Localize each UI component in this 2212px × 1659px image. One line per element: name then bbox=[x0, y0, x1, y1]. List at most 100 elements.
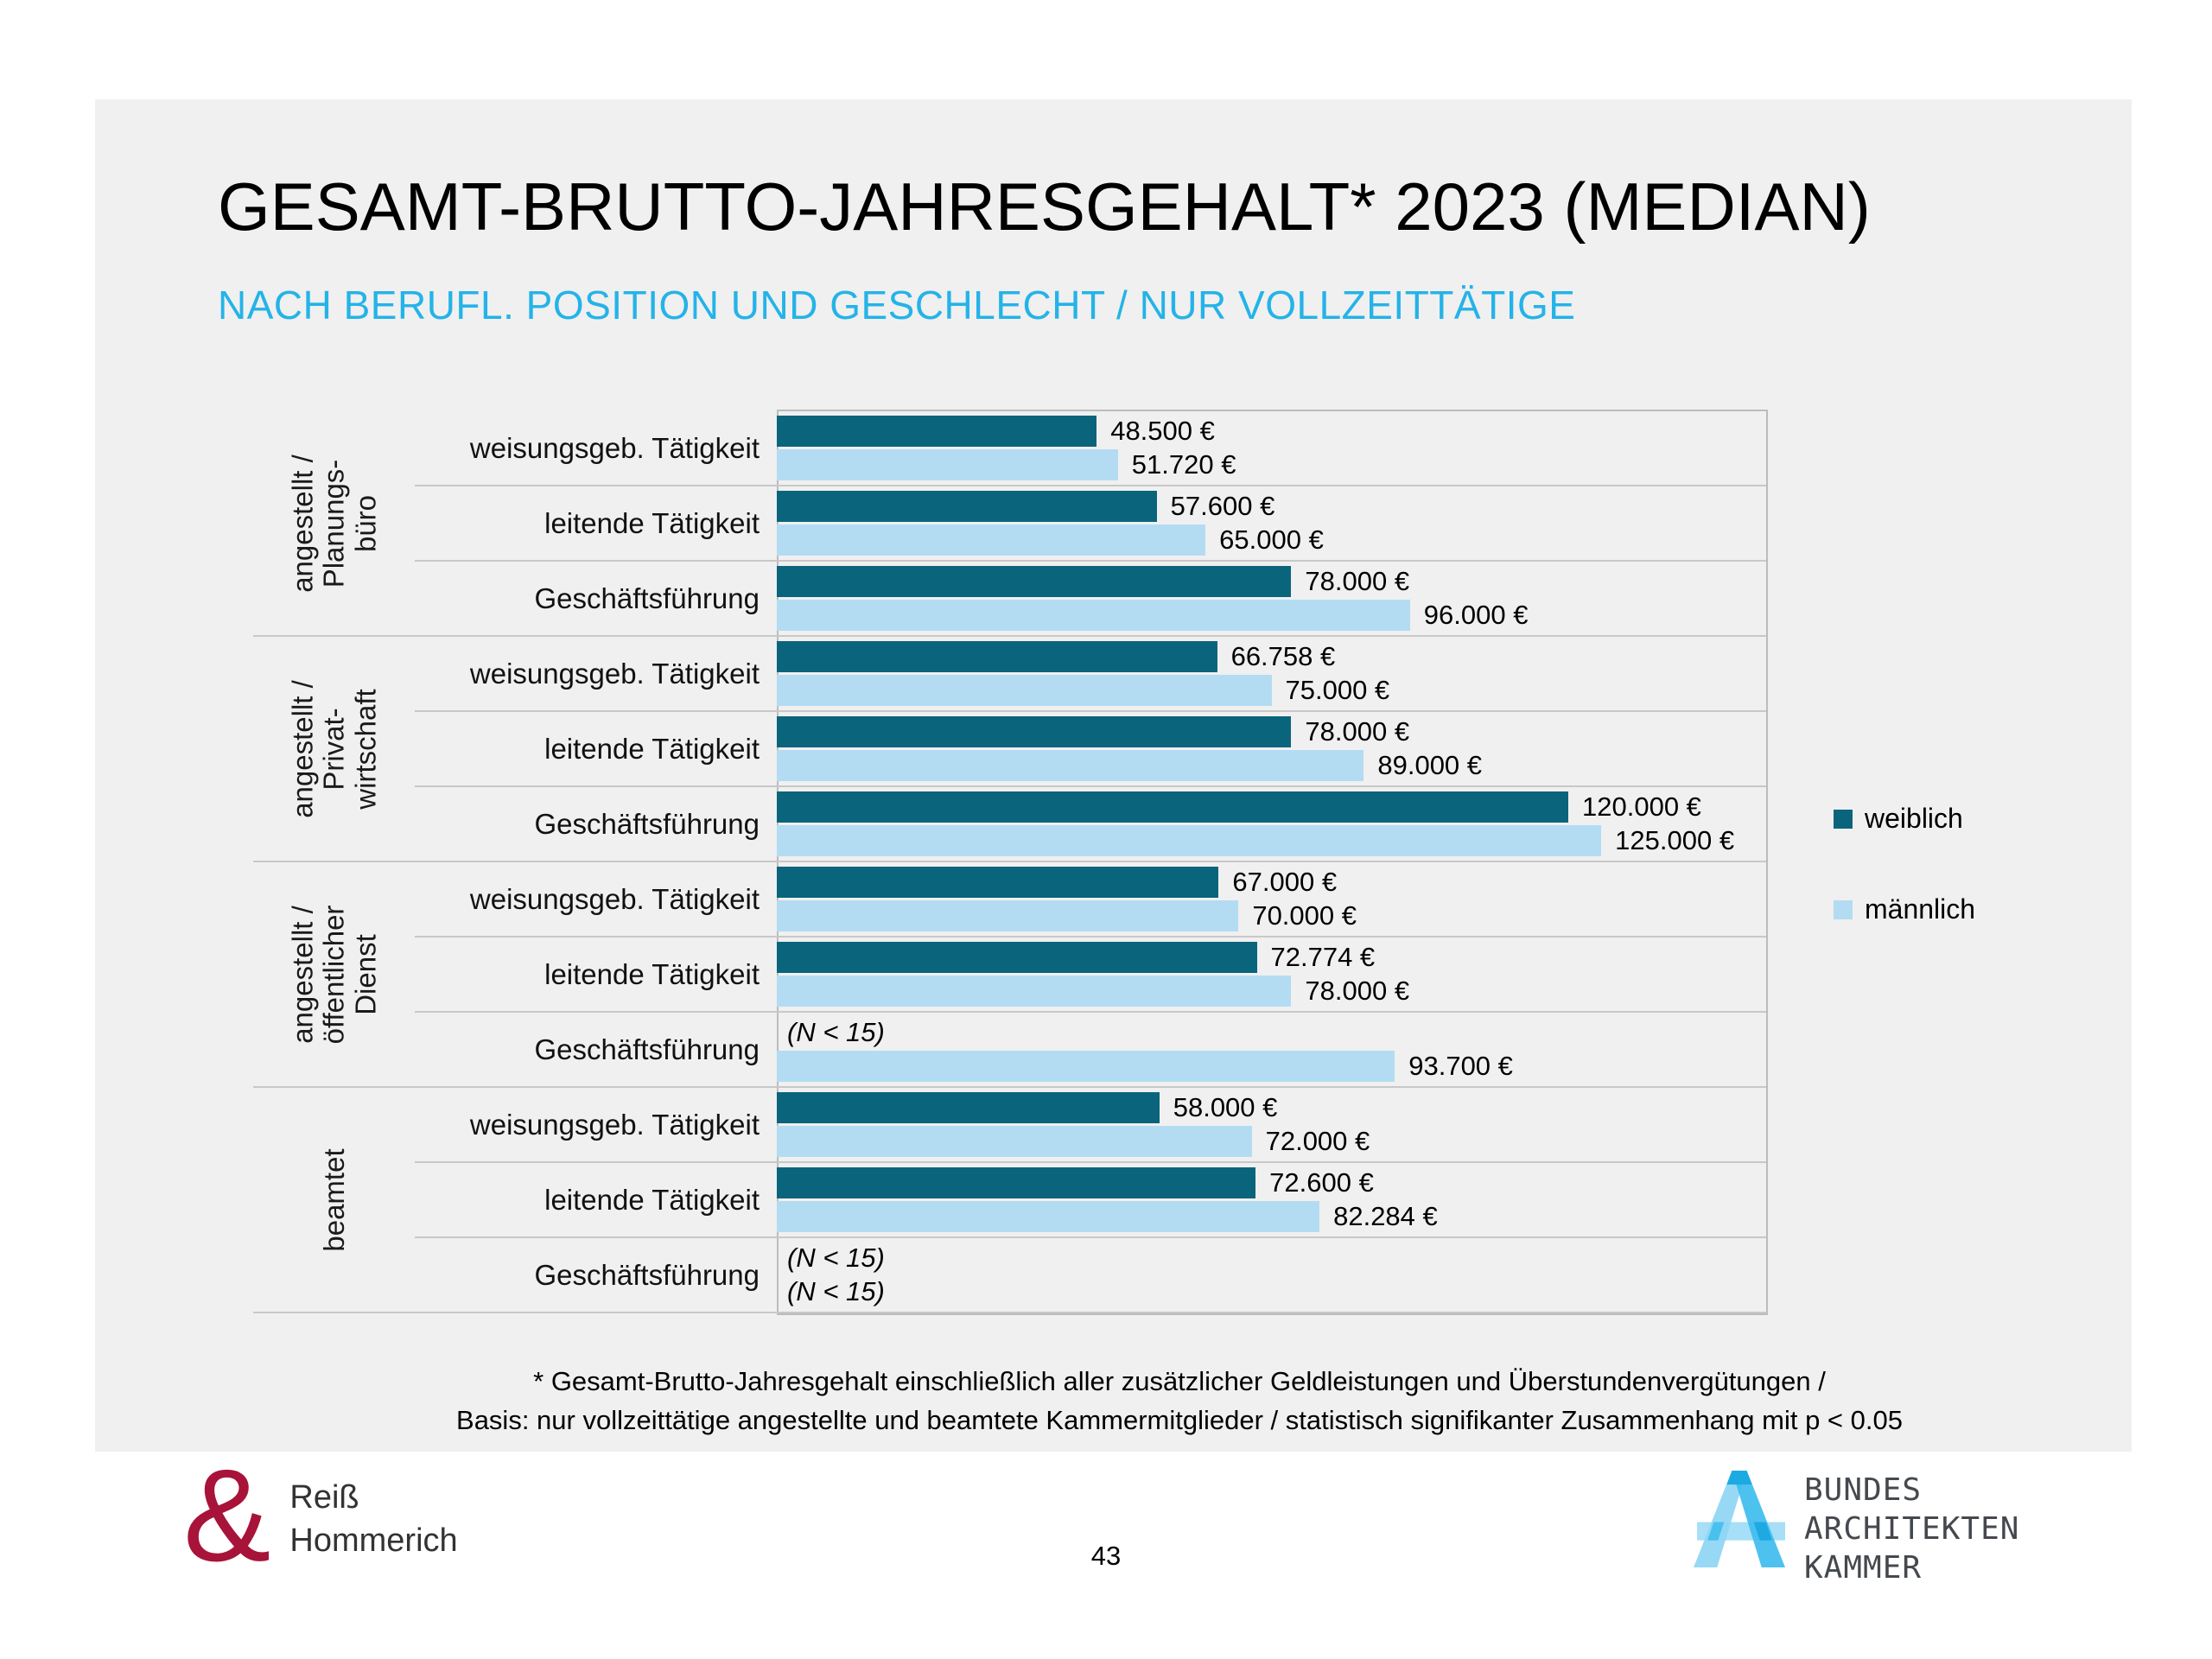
bar-value-label: 51.720 € bbox=[1131, 449, 1236, 480]
bar-weiblich bbox=[777, 791, 1568, 823]
bar-row-weiblich: (N < 15) bbox=[777, 1243, 1766, 1274]
category-label: weisungsgeb. Tätigkeit bbox=[415, 862, 777, 938]
bar-value-label: 66.758 € bbox=[1230, 641, 1336, 671]
plot-cell: 48.500 €51.720 € bbox=[777, 411, 1766, 486]
na-label-maennlich: (N < 15) bbox=[787, 1276, 885, 1306]
bar-row-maennlich: 82.284 € bbox=[777, 1201, 1766, 1232]
plot-cell: 78.000 €89.000 € bbox=[777, 712, 1766, 787]
bar-row-maennlich: 125.000 € bbox=[777, 825, 1766, 856]
bar-value-label: 125.000 € bbox=[1615, 825, 1735, 855]
plot-cell: 120.000 €125.000 € bbox=[777, 787, 1766, 862]
bar-value-label: 65.000 € bbox=[1219, 524, 1324, 555]
bar-maennlich bbox=[777, 825, 1602, 856]
bar-row-maennlich: 75.000 € bbox=[777, 675, 1766, 706]
bar-weiblich bbox=[777, 867, 1219, 898]
group-label-text: angestellt / Planungs- büro bbox=[286, 454, 381, 593]
plot-cell: 72.600 €82.284 € bbox=[777, 1163, 1766, 1238]
category-label: leitende Tätigkeit bbox=[415, 938, 777, 1013]
bar-row-weiblich: 78.000 € bbox=[777, 716, 1766, 747]
bar-value-label: 72.774 € bbox=[1270, 942, 1376, 972]
category-label: weisungsgeb. Tätigkeit bbox=[415, 1088, 777, 1163]
bar-row-maennlich: 72.000 € bbox=[777, 1126, 1766, 1157]
bar-maennlich bbox=[777, 750, 1364, 781]
bar-maennlich bbox=[777, 1126, 1252, 1157]
footnote-line-2: Basis: nur vollzeittätige angestellte un… bbox=[456, 1404, 1903, 1435]
category-label: weisungsgeb. Tätigkeit bbox=[415, 637, 777, 712]
plot-cell: (N < 15) (N < 15) bbox=[777, 1238, 1766, 1313]
bar-value-label: 58.000 € bbox=[1173, 1092, 1278, 1122]
legend-color-maennlich-icon bbox=[1834, 899, 1853, 919]
bar-value-label: 96.000 € bbox=[1423, 600, 1529, 630]
bar-row-weiblich: 67.000 € bbox=[777, 867, 1766, 898]
page-subtitle: NACH BERUFL. POSITION UND GESCHLECHT / N… bbox=[218, 283, 1576, 327]
na-label-weiblich: (N < 15) bbox=[787, 1017, 885, 1047]
category-label: leitende Tätigkeit bbox=[415, 1163, 777, 1238]
bar-row-maennlich: 51.720 € bbox=[777, 449, 1766, 480]
bar-row-maennlich: 78.000 € bbox=[777, 976, 1766, 1007]
bak-line-3: KAMMER bbox=[1804, 1550, 1923, 1586]
legend-item-weiblich: weiblich bbox=[1834, 803, 1963, 835]
bar-weiblich bbox=[777, 641, 1217, 672]
bar-value-label: 93.700 € bbox=[1408, 1051, 1513, 1081]
bar-weiblich bbox=[777, 566, 1292, 597]
footnote: * Gesamt-Brutto-Jahresgehalt einschließl… bbox=[242, 1363, 2117, 1440]
plot-cell: 67.000 €70.000 € bbox=[777, 862, 1766, 938]
bar-value-label: 48.500 € bbox=[1110, 416, 1215, 446]
bar-value-label: 72.000 € bbox=[1265, 1126, 1370, 1156]
bar-maennlich bbox=[777, 524, 1206, 556]
bar-weiblich bbox=[777, 716, 1292, 747]
bar-maennlich bbox=[777, 900, 1239, 931]
bar-row-maennlich: (N < 15) bbox=[777, 1276, 1766, 1307]
plot-cell: (N < 15) 93.700 € bbox=[777, 1013, 1766, 1088]
category-label: leitende Tätigkeit bbox=[415, 486, 777, 562]
group-label: beamtet bbox=[253, 1088, 415, 1313]
category-label: leitende Tätigkeit bbox=[415, 712, 777, 787]
legend-color-weiblich-icon bbox=[1834, 809, 1853, 829]
slide-area: GESAMT-BRUTTO-JAHRESGEHALT* 2023 (MEDIAN… bbox=[95, 99, 2132, 1452]
bar-row-maennlich: 89.000 € bbox=[777, 750, 1766, 781]
group-label: angestellt / Privat- wirtschaft bbox=[253, 637, 415, 862]
reiss-hommerich-line-2: Hommerich bbox=[289, 1522, 458, 1559]
group-label-text: beamtet bbox=[317, 1147, 350, 1252]
bar-value-label: 78.000 € bbox=[1305, 976, 1410, 1006]
plot-cell: 78.000 € 96.000 € bbox=[777, 562, 1766, 637]
bar-row-weiblich: 57.600 € bbox=[777, 491, 1766, 522]
bar-row-maennlich: 70.000 € bbox=[777, 900, 1766, 931]
bar-row-weiblich: (N < 15) bbox=[777, 1017, 1766, 1048]
legend-item-maennlich: männlich bbox=[1834, 893, 1975, 925]
bak-line-1: BUNDES bbox=[1804, 1472, 1923, 1508]
bar-row-weiblich: 72.600 € bbox=[777, 1167, 1766, 1198]
page-title: GESAMT-BRUTTO-JAHRESGEHALT* 2023 (MEDIAN… bbox=[218, 168, 1871, 245]
bar-row-weiblich: 58.000 € bbox=[777, 1092, 1766, 1123]
bar-maennlich bbox=[777, 1201, 1320, 1232]
bar-weiblich bbox=[777, 416, 1097, 447]
bar-row-maennlich: 93.700 € bbox=[777, 1051, 1766, 1082]
bar-row-weiblich: 120.000 € bbox=[777, 791, 1766, 823]
ampersand-icon: & bbox=[183, 1442, 271, 1589]
legend-label-weiblich: weiblich bbox=[1865, 803, 1963, 834]
category-label: weisungsgeb. Tätigkeit bbox=[415, 411, 777, 486]
bar-row-weiblich: 66.758 € bbox=[777, 641, 1766, 672]
category-label: Geschäftsführung bbox=[415, 562, 777, 637]
bar-value-label: 75.000 € bbox=[1285, 675, 1390, 705]
reiss-hommerich-line-1: Reiß bbox=[289, 1479, 359, 1516]
group-label: angestellt / Planungs- büro bbox=[253, 411, 415, 637]
plot-cell: 57.600 €65.000 € bbox=[777, 486, 1766, 562]
bar-maennlich bbox=[777, 1051, 1395, 1082]
bar-row-maennlich: 65.000 € bbox=[777, 524, 1766, 556]
bak-line-2: ARCHITEKTEN bbox=[1804, 1511, 2020, 1547]
group-label: angestellt / öffentlicher Dienst bbox=[253, 862, 415, 1088]
bar-value-label: 70.000 € bbox=[1252, 900, 1357, 931]
group-label-text: angestellt / Privat- wirtschaft bbox=[286, 679, 381, 818]
reiss-hommerich-logo-text: Reiß Hommerich bbox=[289, 1476, 457, 1562]
bar-row-weiblich: 78.000 € bbox=[777, 566, 1766, 597]
bar-weiblich bbox=[777, 491, 1157, 522]
category-label: Geschäftsführung bbox=[415, 1013, 777, 1088]
bar-value-label: 72.600 € bbox=[1269, 1167, 1374, 1198]
bar-value-label: 78.000 € bbox=[1305, 566, 1410, 596]
bar-chart: angestellt / Planungs- büro weisungsgeb. … bbox=[253, 411, 1766, 1313]
category-label: Geschäftsführung bbox=[415, 1238, 777, 1313]
page-number: 43 bbox=[1090, 1541, 1122, 1571]
bar-maennlich bbox=[777, 976, 1292, 1007]
